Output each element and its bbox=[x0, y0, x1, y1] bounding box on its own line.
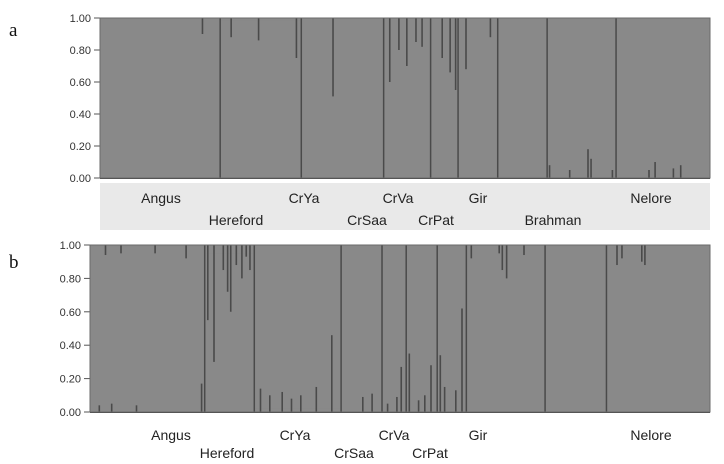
breed-top-cluster-bar bbox=[204, 253, 255, 412]
y-tick-label: 1.00 bbox=[60, 240, 81, 252]
panel-a: a 0.00 0.20 0.40 0.60 0.80 1.00 Angus Hereford… bbox=[9, 13, 711, 230]
breed-top-cluster-bar bbox=[497, 176, 548, 178]
category-label: Hereford bbox=[209, 212, 263, 228]
breed-top-cluster-bar bbox=[406, 406, 438, 412]
y-tick-label: 0.60 bbox=[60, 307, 81, 319]
category-label: CrSaa bbox=[334, 445, 374, 461]
y-tick-label: 0.00 bbox=[70, 173, 91, 185]
category-label: CrSaa bbox=[347, 212, 387, 228]
breed-top-cluster-bar bbox=[100, 19, 221, 178]
category-label: CrYa bbox=[289, 190, 320, 206]
category-label: Nelore bbox=[630, 427, 671, 443]
breed-top-cluster-bar bbox=[547, 174, 617, 178]
breed-top-cluster-bar bbox=[545, 246, 607, 412]
category-label: CrVa bbox=[383, 190, 414, 206]
panel-b: b 0.00 0.20 0.40 0.60 0.80 1.00 Angus Hereford… bbox=[9, 240, 711, 461]
y-tick-label: 0.60 bbox=[70, 77, 91, 89]
y-tick-label: 0.80 bbox=[70, 45, 91, 57]
category-label: CrPat bbox=[418, 212, 454, 228]
y-tick-label: 0.80 bbox=[60, 273, 81, 285]
breed-top-cluster-bar bbox=[430, 34, 459, 178]
panel-label-a: a bbox=[9, 20, 18, 41]
breed-top-cluster-bar bbox=[341, 406, 383, 412]
plot-area-a bbox=[99, 17, 711, 179]
y-tick-label: 0.20 bbox=[70, 141, 91, 153]
category-label: CrVa bbox=[379, 427, 410, 443]
breed-top-cluster-bar bbox=[220, 20, 302, 179]
breed-top-cluster-bar bbox=[458, 22, 498, 178]
breed-top-cluster-bar bbox=[301, 26, 384, 178]
category-label: Angus bbox=[141, 190, 181, 206]
y-tick-label: 0.00 bbox=[60, 407, 81, 419]
category-label: CrYa bbox=[280, 427, 311, 443]
breed-top-cluster-bar bbox=[382, 403, 407, 412]
category-label: Gir bbox=[469, 190, 488, 206]
y-axis-b: 0.00 0.20 0.40 0.60 0.80 1.00 bbox=[60, 240, 91, 419]
category-label-band-a bbox=[100, 183, 710, 230]
breed-top-cluster-bar bbox=[90, 246, 205, 412]
category-label: Brahman bbox=[525, 212, 582, 228]
breed-top-cluster-bar bbox=[616, 174, 710, 178]
y-axis-a: 0.00 0.20 0.40 0.60 0.80 1.00 bbox=[70, 13, 101, 185]
y-tick-label: 1.00 bbox=[70, 13, 91, 25]
plot-area-b bbox=[89, 244, 711, 413]
y-tick-label: 0.40 bbox=[70, 109, 91, 121]
y-tick-label: 0.20 bbox=[60, 374, 81, 386]
category-label: CrPat bbox=[412, 445, 448, 461]
category-label: Gir bbox=[469, 427, 488, 443]
panel-label-b: b bbox=[9, 252, 19, 273]
category-label: Hereford bbox=[200, 445, 254, 461]
breed-top-cluster-bar bbox=[254, 408, 342, 412]
y-tick-label: 0.40 bbox=[60, 340, 81, 352]
breed-top-cluster-bar bbox=[466, 248, 546, 412]
category-label: Nelore bbox=[630, 190, 671, 206]
category-label: Angus bbox=[151, 427, 191, 443]
